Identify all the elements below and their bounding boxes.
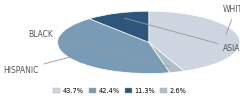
Wedge shape (149, 11, 240, 71)
Wedge shape (89, 11, 149, 42)
Legend: 43.7%, 42.4%, 11.3%, 2.6%: 43.7%, 42.4%, 11.3%, 2.6% (50, 85, 190, 97)
Text: WHITE: WHITE (223, 5, 240, 35)
Text: HISPANIC: HISPANIC (3, 55, 77, 75)
Wedge shape (149, 42, 184, 73)
Wedge shape (58, 19, 170, 74)
Text: ASIAN: ASIAN (125, 18, 240, 53)
Text: BLACK: BLACK (28, 30, 170, 67)
